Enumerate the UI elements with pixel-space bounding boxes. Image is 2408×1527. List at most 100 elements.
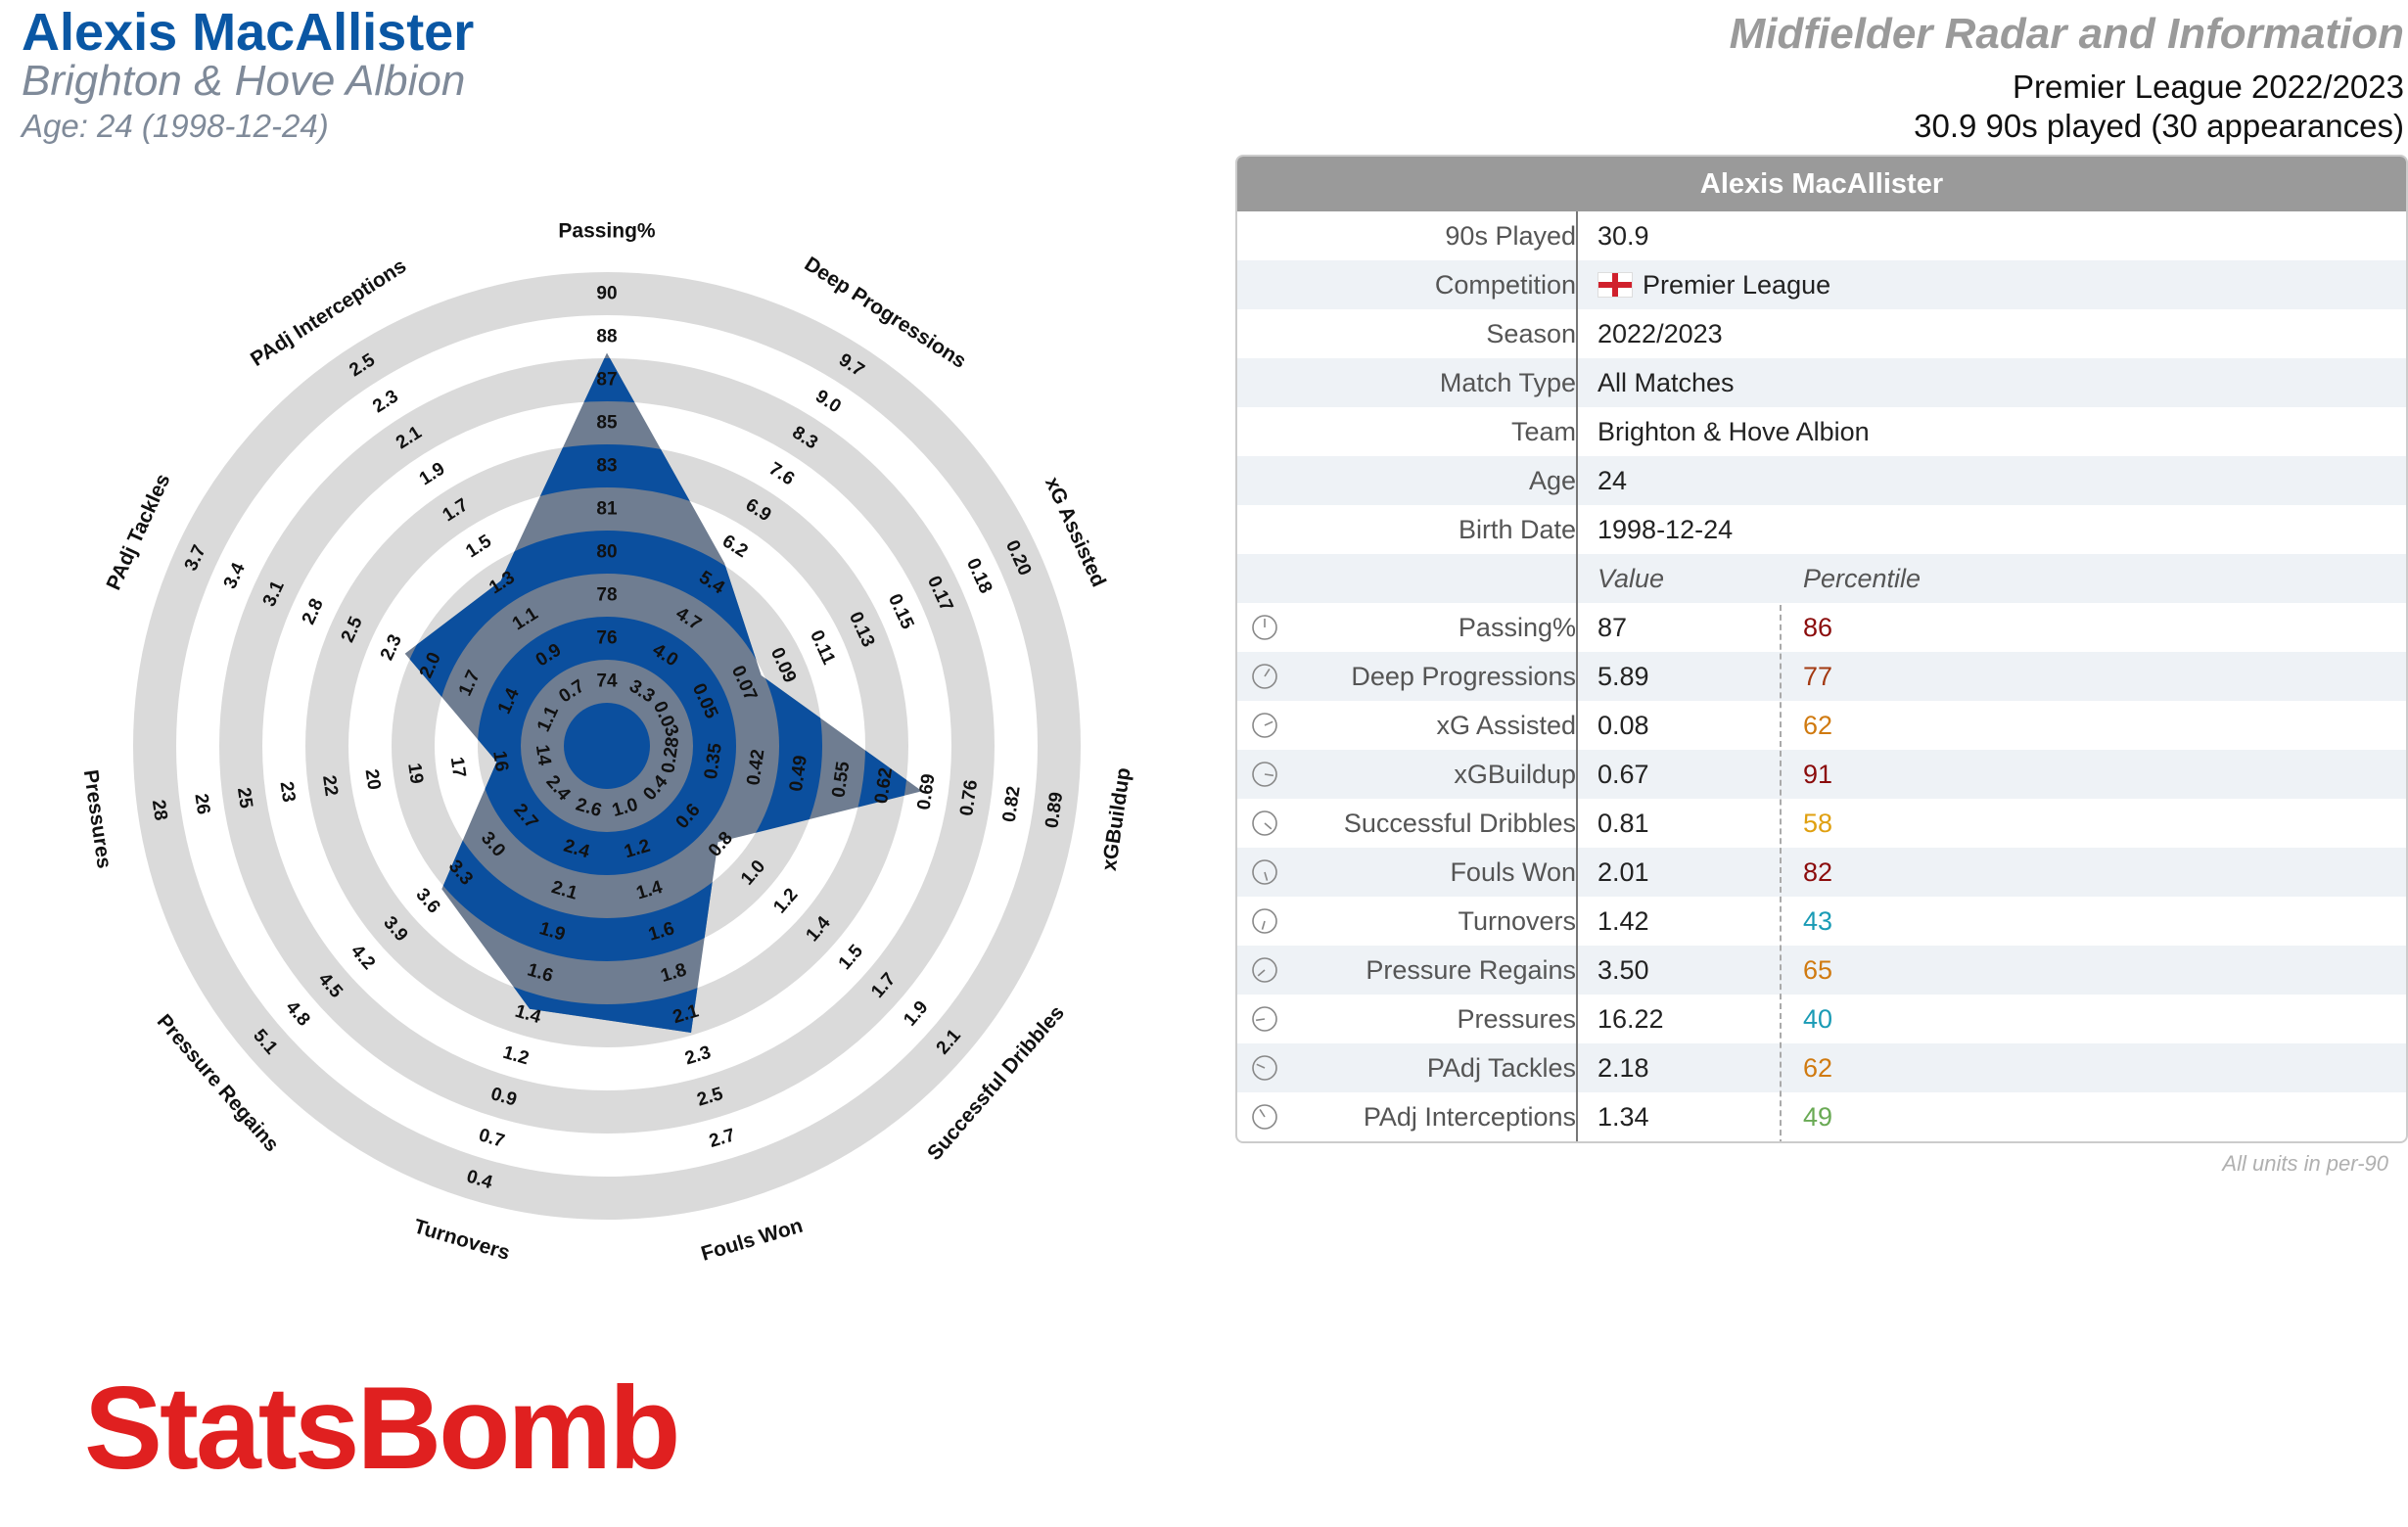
radar-tick-label: 20 (361, 767, 385, 791)
radar-axis-label: xGBuildup (1098, 766, 1135, 872)
dial-icon (1252, 1006, 1277, 1032)
radar-tick-label: 4.2 (347, 941, 379, 974)
radar-tick-label: 83 (596, 456, 617, 477)
radar-axis-label: Fouls Won (699, 1215, 806, 1266)
row-value: 2.01 (1598, 857, 1649, 887)
row-label: Age (1528, 466, 1576, 495)
radar-tick-label: 2.7 (707, 1125, 737, 1152)
radar-tick-label: 0.62 (871, 766, 897, 806)
row-value: 1.34 (1598, 1102, 1649, 1132)
row-value: 16.22 (1598, 1004, 1664, 1034)
radar-tick-label: 85 (596, 413, 618, 434)
row-label: xGBuildup (1454, 760, 1576, 789)
dial-icon (1252, 664, 1277, 689)
row-percentile: 62 (1803, 711, 1833, 740)
metric-row: xG Assisted 0.08 62 (1237, 701, 2406, 750)
row-label: Match Type (1439, 368, 1576, 397)
metric-row: Turnovers 1.42 43 (1237, 897, 2406, 946)
dial-icon (1252, 713, 1277, 738)
percentile-column-header: Percentile (1803, 564, 1922, 593)
radar-tick-label: 74 (596, 671, 618, 692)
info-row: Season 2022/2023 (1237, 309, 2406, 358)
radar-tick-label: 6.2 (718, 531, 752, 562)
info-table-title: Alexis MacAllister (1237, 157, 2406, 211)
radar-tick-label: 0.11 (806, 627, 839, 669)
dial-icon (1252, 859, 1277, 885)
radar-tick-label: 1.5 (462, 531, 495, 562)
radar-tick-label: 2.3 (369, 386, 402, 417)
row-value: Brighton & Hove Albion (1598, 417, 1870, 446)
radar-tick-label: 2.3 (682, 1042, 713, 1070)
radar-tick-label: 7.6 (765, 458, 799, 489)
row-value: 2022/2023 (1598, 319, 1723, 348)
radar-tick-label: 87 (596, 370, 617, 391)
radar-tick-label: 25 (233, 786, 256, 810)
radar-tick-label: 0.76 (956, 778, 982, 817)
row-label: Season (1486, 319, 1576, 348)
row-percentile: 65 (1803, 955, 1833, 985)
radar-tick-label: 1.9 (416, 458, 449, 489)
dial-icon (1252, 908, 1277, 934)
row-label: 90s Played (1445, 221, 1576, 251)
radar-center-disc (564, 703, 650, 789)
radar-tick-label: 23 (276, 780, 300, 804)
row-label: Passing% (1458, 613, 1576, 642)
row-value: All Matches (1598, 368, 1735, 397)
dial-icon (1252, 1055, 1277, 1081)
row-value: 0.67 (1598, 760, 1649, 789)
radar-tick-label: 90 (596, 284, 617, 304)
metric-row: Passing% 87 86 (1237, 603, 2406, 652)
statsbomb-logo: StatsBomb (84, 1363, 680, 1494)
row-value: Premier League (1598, 260, 1830, 309)
info-row: Team Brighton & Hove Albion (1237, 407, 2406, 456)
units-note: All units in per-90 (2222, 1151, 2388, 1176)
row-label: PAdj Tackles (1426, 1053, 1576, 1083)
row-label: Deep Progressions (1351, 662, 1576, 691)
radar-tick-label: 3.6 (412, 885, 444, 918)
dial-icon (1252, 762, 1277, 787)
metric-row: PAdj Interceptions 1.34 49 (1237, 1092, 2406, 1141)
metric-row: xGBuildup 0.67 91 (1237, 750, 2406, 799)
league-season-line: Premier League 2022/2023 (2013, 69, 2404, 105)
row-label: Competition (1434, 270, 1576, 300)
radar-tick-label: 0.7 (477, 1125, 507, 1152)
radar-tick-label: 28 (148, 799, 171, 822)
dial-icon (1252, 810, 1277, 836)
radar-title: Midfielder Radar and Information (1729, 10, 2404, 58)
row-value: 2.18 (1598, 1053, 1649, 1083)
row-percentile: 49 (1803, 1102, 1833, 1132)
radar-tick-label: 1.9 (900, 997, 932, 1031)
row-percentile: 62 (1803, 1053, 1833, 1083)
row-label: Successful Dribbles (1343, 809, 1576, 838)
row-label: Birth Date (1458, 515, 1576, 544)
row-label: xG Assisted (1436, 711, 1576, 740)
radar-tick-label: 78 (596, 585, 617, 606)
radar-axis-label: Turnovers (411, 1215, 513, 1265)
radar-tick-label: 3.4 (220, 560, 250, 592)
radar-tick-label: 2.8 (299, 596, 328, 628)
row-percentile: 82 (1803, 857, 1833, 887)
england-flag-icon (1598, 272, 1633, 298)
dial-icon (1252, 1104, 1277, 1130)
radar-tick-label: 81 (596, 499, 618, 520)
info-row: Birth Date 1998-12-24 (1237, 505, 2406, 554)
metric-row: Successful Dribbles 0.81 58 (1237, 799, 2406, 848)
radar-polygon-band (404, 358, 922, 1033)
row-percentile: 77 (1803, 662, 1833, 691)
row-value: 3.50 (1598, 955, 1649, 985)
info-table: Alexis MacAllister 90s Played 30.9 Competi… (1235, 155, 2408, 1143)
radar-tick-label: 16 (488, 750, 512, 773)
radar-tick-label: 0.28 (658, 736, 683, 775)
dial-icon (1252, 615, 1277, 640)
radar-tick-label: 0.18 (962, 555, 996, 596)
radar-tick-label: 0.49 (786, 754, 811, 793)
metric-row: Fouls Won 2.01 82 (1237, 848, 2406, 897)
radar-tick-label: 0.15 (884, 591, 918, 633)
radar-tick-label: 76 (596, 628, 617, 649)
value-column-header: Value (1598, 564, 1665, 593)
row-value: 24 (1598, 466, 1628, 495)
row-label: Pressures (1457, 1004, 1576, 1034)
info-row: 90s Played 30.9 (1237, 211, 2406, 260)
player-team: Brighton & Hove Albion (22, 57, 466, 105)
info-row: Match Type All Matches (1237, 358, 2406, 407)
